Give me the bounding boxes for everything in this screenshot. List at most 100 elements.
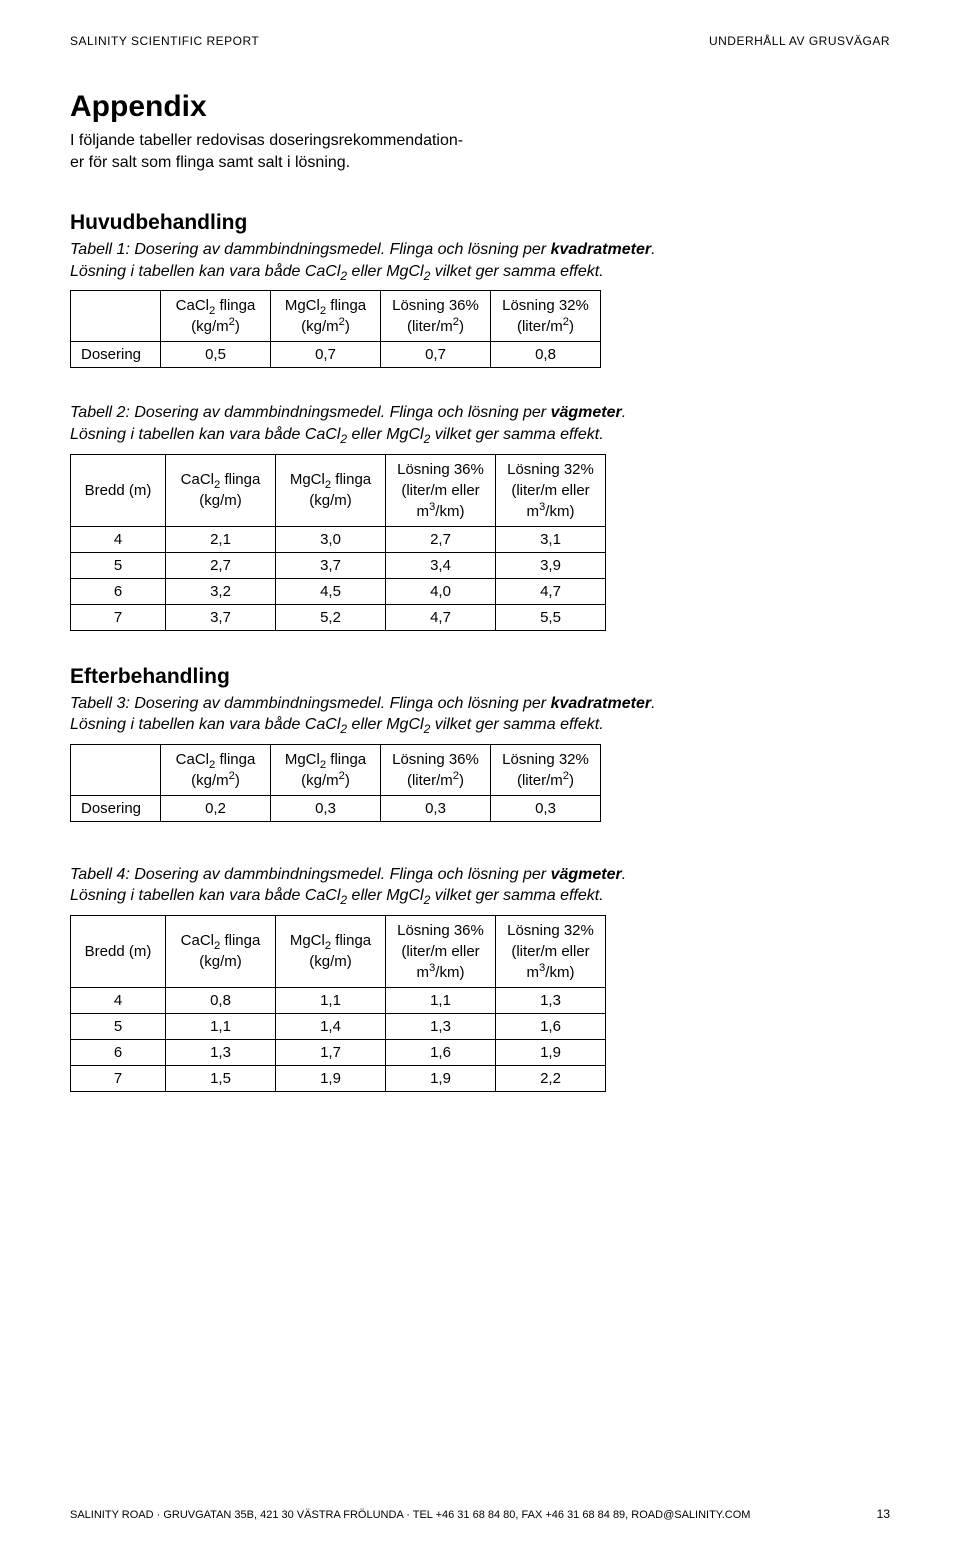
mgcl-label: MgCl [290,471,325,488]
unit-kgm2-open: (kg/m [191,772,229,789]
col-header: CaCl2 flinga (kg/m2) [161,744,271,795]
losning32-label: Lösning 32% [502,751,589,768]
col-header: Bredd (m) [71,454,166,526]
cacl-label: CaCl [176,751,209,768]
unit-literm-b: m [417,964,430,981]
losning32-label: Lösning 32% [507,461,594,478]
footer-sep: · [154,1509,164,1521]
empty-cell [71,291,161,342]
unit-literm-a: (liter/m eller [401,943,479,960]
unit-literm-c: /km) [545,503,574,520]
unit-literm-a: (liter/m eller [401,482,479,499]
table-2: Bredd (m) CaCl2 flinga (kg/m) MgCl2 flin… [70,454,606,631]
footer-company: SALINITY ROAD [70,1509,154,1521]
flinga-suffix: flinga [220,471,260,488]
col-header: MgCl2 flinga (kg/m2) [271,291,381,342]
cell: 1,9 [276,1065,386,1091]
col-header: CaCl2 flinga (kg/m) [166,454,276,526]
table-row: Bredd (m) CaCl2 flinga (kg/m) MgCl2 flin… [71,454,606,526]
caption-t1-c: . [651,241,655,258]
row-label: Dosering [71,795,161,821]
cell: 5,2 [276,604,386,630]
col-header: Lösning 36% (liter/m2) [381,291,491,342]
cell: 1,3 [166,1039,276,1065]
unit-literm2-close: ) [569,318,574,335]
flinga-suffix: flinga [331,471,371,488]
section-heading-1: Huvudbehandling [70,211,890,235]
table-row: Dosering 0,5 0,7 0,7 0,8 [71,342,601,368]
cell: 2,7 [166,552,276,578]
unit-kgm2-close: ) [235,772,240,789]
table-row: Dosering 0,2 0,3 0,3 0,3 [71,795,601,821]
col-header: MgCl2 flinga (kg/m) [276,454,386,526]
footer-contact: TEL +46 31 68 84 80, FAX +46 31 68 84 89… [413,1509,751,1521]
flinga-suffix: flinga [326,751,366,768]
cell: 3,1 [496,526,606,552]
caption-t1-note-c: vilket ger samma effekt. [430,263,603,280]
caption-t2-a: Tabell 2: Dosering av dammbindningsmedel… [70,404,551,421]
cell: 2,7 [386,526,496,552]
cell: 0,3 [381,795,491,821]
unit-kgm2-close: ) [345,772,350,789]
table-1: CaCl2 flinga (kg/m2) MgCl2 flinga (kg/m2… [70,290,601,368]
caption-t1-note-a: Lösning i tabellen kan vara både CaCl [70,263,340,280]
cell: 5 [71,552,166,578]
unit-literm2-close: ) [459,318,464,335]
caption-t4-a: Tabell 4: Dosering av dammbindningsmedel… [70,866,551,883]
empty-cell [71,744,161,795]
mgcl-label: MgCl [285,297,320,314]
losning36-label: Lösning 36% [397,922,484,939]
cell: 4,0 [386,578,496,604]
unit-literm-b: m [527,964,540,981]
caption-t1-note-b: eller MgCl [347,263,423,280]
page-footer: SALINITY ROAD · GRUVGATAN 35B, 421 30 VÄ… [70,1507,890,1521]
mgcl-label: MgCl [290,932,325,949]
cell: 0,7 [381,342,491,368]
col-header: CaCl2 flinga (kg/m2) [161,291,271,342]
caption-t3-bold: kvadratmeter [551,695,652,712]
flinga-suffix: flinga [215,751,255,768]
cell: 1,4 [276,1013,386,1039]
caption-t4-bold: vägmeter [551,866,622,883]
col-header: Lösning 36% (liter/m eller m3/km) [386,915,496,987]
table-3: CaCl2 flinga (kg/m2) MgCl2 flinga (kg/m2… [70,744,601,822]
caption-t4-c: . [622,866,626,883]
table-row: 6 3,2 4,5 4,0 4,7 [71,578,606,604]
cell: 4,7 [386,604,496,630]
caption-t2-note-b: eller MgCl [347,426,423,443]
unit-literm-b: m [417,503,430,520]
caption-t3-note-b: eller MgCl [347,716,423,733]
table-row: 7 3,7 5,2 4,7 5,5 [71,604,606,630]
unit-literm2-close: ) [459,772,464,789]
running-header: SALINITY SCIENTIFIC REPORT UNDERHÅLL AV … [70,34,890,48]
caption-t4-note-a: Lösning i tabellen kan vara både CaCl [70,887,340,904]
table-row: 4 0,8 1,1 1,1 1,3 [71,987,606,1013]
unit-kgm2-open: (kg/m [301,318,339,335]
losning32-label: Lösning 32% [507,922,594,939]
col-header: MgCl2 flinga (kg/m) [276,915,386,987]
footer-address: GRUVGATAN 35B, 421 30 VÄSTRA FRÖLUNDA [163,1509,403,1521]
table-row: 7 1,5 1,9 1,9 2,2 [71,1065,606,1091]
footer-text: SALINITY ROAD · GRUVGATAN 35B, 421 30 VÄ… [70,1509,750,1521]
unit-kgm: (kg/m) [309,492,352,509]
cell: 1,3 [496,987,606,1013]
col-header: Lösning 32% (liter/m2) [491,291,601,342]
unit-kgm2-open: (kg/m [191,318,229,335]
caption-table-2: Tabell 2: Dosering av dammbindningsmedel… [70,402,890,445]
page-number: 13 [877,1507,890,1521]
table-4: Bredd (m) CaCl2 flinga (kg/m) MgCl2 flin… [70,915,606,1092]
cell: 1,9 [496,1039,606,1065]
unit-kgm: (kg/m) [199,492,242,509]
losning36-label: Lösning 36% [397,461,484,478]
cell: 3,7 [166,604,276,630]
cell: 3,0 [276,526,386,552]
col-header: Lösning 32% (liter/m eller m3/km) [496,915,606,987]
flinga-suffix: flinga [220,932,260,949]
col-header: CaCl2 flinga (kg/m) [166,915,276,987]
unit-kgm2-open: (kg/m [301,772,339,789]
intro-line-1: I följande tabeller redovisas doseringsr… [70,132,463,149]
flinga-suffix: flinga [331,932,371,949]
caption-t1-a: Tabell 1: Dosering av dammbindningsmedel… [70,241,551,258]
cell: 1,9 [386,1065,496,1091]
header-left: SALINITY SCIENTIFIC REPORT [70,34,259,48]
